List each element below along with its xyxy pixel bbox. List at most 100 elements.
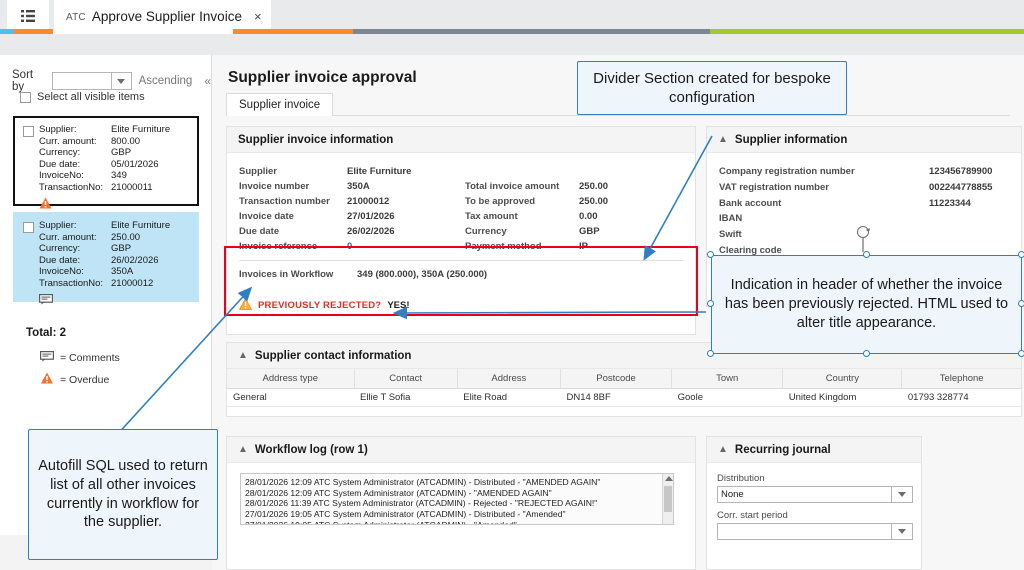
column-header[interactable]: Telephone [901,369,1021,389]
invoice-checkbox[interactable] [23,126,34,137]
panel-title: Supplier contact information [254,349,412,362]
field-value: 349 (800.000), 350A (250.000) [357,269,488,280]
field-key: Currency: [39,147,81,159]
field-key: Supplier [239,166,278,177]
panel-header[interactable]: ▲ Recurring journal [707,437,921,463]
field-value [929,211,1009,227]
resize-handle-e[interactable] [1018,300,1024,307]
select-all-checkbox[interactable] [20,91,31,103]
sort-by-select[interactable] [51,72,112,90]
callout-autofill-sql[interactable]: Autofill SQL used to return list of all … [28,429,218,560]
field-value: 250.00 [579,181,609,192]
field-value: Elite Furniture [111,124,171,135]
chevron-up-icon: ▲ [238,350,248,361]
previously-rejected-label: PREVIOUSLY REJECTED? [258,300,382,311]
log-line: 28/01/2026 11:39 ATC System Administrato… [245,498,598,509]
supplier-invoice-information-panel: Supplier invoice information Supplier El… [226,126,696,335]
field-key: InvoiceNo: [39,266,84,278]
invoice-checkbox[interactable] [23,222,34,233]
resize-handle-n[interactable] [863,251,870,258]
field-key [465,164,579,179]
list-item[interactable]: Supplier: Elite Furniture Curr. amount: … [13,116,199,209]
hamburger-menu-icon[interactable] [7,0,49,32]
field-value: 21000012 [111,277,154,289]
scroll-up-icon[interactable] [665,476,673,481]
column-header[interactable]: Postcode [560,369,673,389]
resize-handle-s[interactable] [863,350,870,357]
column-header[interactable]: Address type [227,369,355,389]
scrollbar-vertical[interactable] [662,474,673,524]
field-key: Company registration number [719,166,855,177]
invoices-in-workflow-row: Invoices in Workflow 349 (800.000), 350A… [239,269,683,280]
resize-handle-ne[interactable] [1018,251,1024,258]
rotate-handle[interactable] [857,226,869,238]
previously-rejected-answer: YES! [387,300,410,311]
tab-supplier-invoice[interactable]: Supplier invoice [226,93,334,116]
field-value: 349 [111,170,127,182]
resize-handle-nw[interactable] [707,251,714,258]
collapse-pane-icon[interactable]: « [204,74,211,88]
distribution-select[interactable]: None [717,486,913,503]
workflow-log-textarea[interactable]: 28/01/2026 12:09 ATC System Administrato… [240,473,674,525]
field-key: IBAN [719,213,743,225]
table-row[interactable]: General Ellie T Sofia Elite Road DN14 8B… [227,388,1021,407]
column-header[interactable]: Town [671,369,784,389]
column-header[interactable]: Address [457,369,561,389]
divider-section [239,260,683,261]
field-value: GBP [111,243,132,255]
field-value: 26/02/2026 [111,254,159,266]
callout-rejected-indication[interactable]: Indication in header of whether the invo… [711,255,1022,354]
field-key: Transaction number [239,196,330,207]
panel-title: Recurring journal [734,443,831,456]
panel-header[interactable]: ▲ Supplier information [707,127,1021,153]
resize-handle-se[interactable] [1018,350,1024,357]
supplier-contact-information-panel: ▲ Supplier contact information Address t… [226,342,1022,417]
chevron-down-icon[interactable] [111,72,132,90]
close-icon[interactable]: × [253,8,262,24]
resize-handle-sw[interactable] [707,350,714,357]
field-value: GBP [579,226,600,237]
tab-title: Approve Supplier Invoice [91,8,242,24]
select-all-row[interactable]: Select all visible items [20,91,145,103]
field-key: Supplier: [39,124,77,135]
resize-handle-w[interactable] [707,300,714,307]
table-header-row: Address type Contact Address Postcode To… [227,369,1021,389]
invoice-fields: Supplier: Elite Furniture Curr. amount: … [39,124,189,194]
tab-approve-supplier-invoice[interactable]: ATC Approve Supplier Invoice × [54,0,271,32]
field-value: 21000011 [111,181,153,193]
corr-start-period-value[interactable] [717,523,892,540]
distribution-value[interactable]: None [717,486,892,503]
page-title: Supplier invoice approval [228,69,417,86]
recurring-journal-panel: ▲ Recurring journal Distribution None Co… [706,436,922,570]
column-header[interactable]: Country [782,369,903,389]
log-line: 28/01/2026 12:09 ATC System Administrato… [245,477,601,487]
chevron-down-icon[interactable] [892,486,913,503]
list-item[interactable]: Supplier: Elite Furniture Curr. amount: … [13,212,199,305]
column-header[interactable]: Contact [354,369,458,389]
field-key: Invoice number [239,181,310,192]
panel-title: Supplier information [734,133,848,146]
panel-header[interactable]: Supplier invoice information [227,127,695,153]
callout-divider-section[interactable]: Divider Section created for bespoke conf… [577,61,847,115]
field-key: Invoice date [239,211,294,222]
comments-icon [39,292,189,306]
invoice-reference-link[interactable]: 0 [347,241,353,252]
field-key: InvoiceNo: [39,170,84,182]
field-key: To be approved [465,196,536,207]
field-key: Curr. amount: [39,231,97,243]
chevron-down-icon[interactable] [892,523,913,540]
legend-item: = Comments [40,351,120,365]
sort-direction-label[interactable]: Ascending [138,75,193,87]
chevron-up-icon: ▲ [718,134,728,145]
detail-tabstrip: Supplier invoice [226,93,1010,116]
field-value: IP [579,241,588,252]
stripe-green [710,29,1024,34]
field-key: Invoices in Workflow [239,269,334,280]
corr-start-period-select[interactable] [717,523,913,540]
total-count: Total: 2 [26,327,67,339]
panel-header[interactable]: ▲ Workflow log (row 1) [227,437,695,463]
invoice-fields: Supplier: Elite Furniture Curr. amount: … [39,220,189,290]
scrollbar-thumb[interactable] [664,486,672,512]
field-value: 0.00 [579,211,598,222]
